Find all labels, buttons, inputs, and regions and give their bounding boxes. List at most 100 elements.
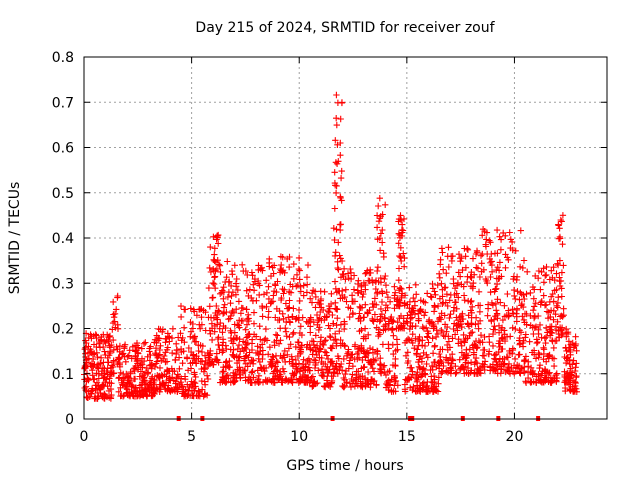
data-point: [232, 377, 239, 384]
data-point: [332, 363, 340, 371]
data-point: [349, 363, 357, 370]
data-point: [517, 329, 525, 336]
data-point: [505, 307, 512, 314]
data-point: [177, 313, 185, 321]
data-point: [542, 339, 549, 347]
data-point: [356, 310, 363, 317]
data-point: [140, 340, 148, 347]
data-point: [187, 305, 194, 312]
data-point: [344, 350, 351, 357]
data-point: [370, 356, 377, 363]
x-tick-label: 10: [290, 429, 308, 445]
data-point: [321, 383, 328, 390]
data-point: [423, 333, 431, 340]
data-point: [218, 376, 226, 383]
data-point: [340, 374, 347, 382]
data-point: [315, 347, 322, 355]
data-point: [92, 385, 100, 392]
y-tick-label: 0.8: [52, 50, 74, 66]
data-point: [280, 368, 288, 375]
data-point: [292, 316, 299, 323]
data-point: [469, 342, 476, 349]
data-point: [409, 371, 416, 378]
data-point: [548, 329, 556, 337]
data-point: [517, 227, 524, 234]
data-point: [496, 340, 504, 347]
data-point: [246, 330, 253, 338]
data-point: [369, 279, 376, 286]
data-point: [454, 279, 462, 287]
data-point: [184, 392, 191, 399]
data-point: [438, 280, 445, 287]
data-point: [263, 277, 270, 284]
data-point: [297, 323, 304, 330]
data-point: [497, 246, 505, 253]
data-point: [370, 368, 378, 375]
data-point: [334, 370, 341, 377]
data-point: [263, 337, 271, 344]
data-point: [441, 321, 449, 328]
data-point: [233, 275, 240, 283]
data-point: [219, 368, 226, 376]
data-point: [231, 262, 238, 269]
data-point: [349, 309, 356, 317]
data-point: [507, 244, 514, 252]
data-point: [183, 355, 191, 362]
data-point: [369, 300, 376, 308]
data-point: [134, 392, 141, 399]
data-point: [189, 359, 196, 366]
x-tick-label: 0: [80, 429, 89, 445]
data-point: [220, 304, 228, 311]
data-point: [464, 246, 472, 253]
data-point: [392, 289, 399, 296]
data-point: [328, 290, 335, 297]
data-point: [285, 345, 293, 352]
data-point: [462, 335, 469, 343]
data-point: [439, 300, 446, 307]
data-point: [521, 358, 528, 365]
data-point: [169, 349, 176, 357]
data-point: [503, 333, 511, 340]
data-point: [295, 339, 302, 346]
data-point: [415, 363, 423, 370]
data-point: [517, 289, 524, 296]
data-point: [98, 392, 105, 400]
data-point: [228, 337, 235, 345]
data-point: [329, 320, 337, 327]
data-point: [331, 236, 338, 244]
data-point: [431, 302, 438, 309]
data-point: [453, 369, 460, 376]
data-point: [369, 365, 376, 372]
data-point: [434, 302, 442, 310]
data-point: [337, 139, 344, 147]
data-point: [190, 392, 197, 399]
data-point: [347, 383, 355, 391]
data-point: [504, 367, 511, 374]
data-point: [556, 225, 563, 232]
data-point: [494, 296, 501, 303]
data-point: [230, 346, 237, 353]
data-point: [125, 352, 132, 359]
data-point: [505, 360, 513, 368]
data-point: [297, 350, 304, 357]
data-point: [457, 255, 464, 262]
data-point: [132, 355, 140, 362]
data-point: [373, 290, 381, 297]
data-point: [213, 350, 220, 357]
data-point: [87, 361, 94, 369]
data-point: [345, 274, 352, 282]
data-point: [350, 286, 358, 293]
data-point: [549, 290, 556, 298]
data-point: [468, 297, 475, 305]
data-point: [189, 351, 197, 359]
data-point: [523, 290, 530, 298]
data-point: [560, 262, 567, 269]
data-point: [272, 331, 280, 338]
data-point: [308, 290, 316, 297]
data-point: [110, 311, 117, 318]
data-point: [382, 282, 390, 289]
data-point: [436, 295, 444, 302]
data-point: [548, 377, 555, 384]
data-point: [228, 292, 235, 300]
data-point: [416, 364, 424, 372]
